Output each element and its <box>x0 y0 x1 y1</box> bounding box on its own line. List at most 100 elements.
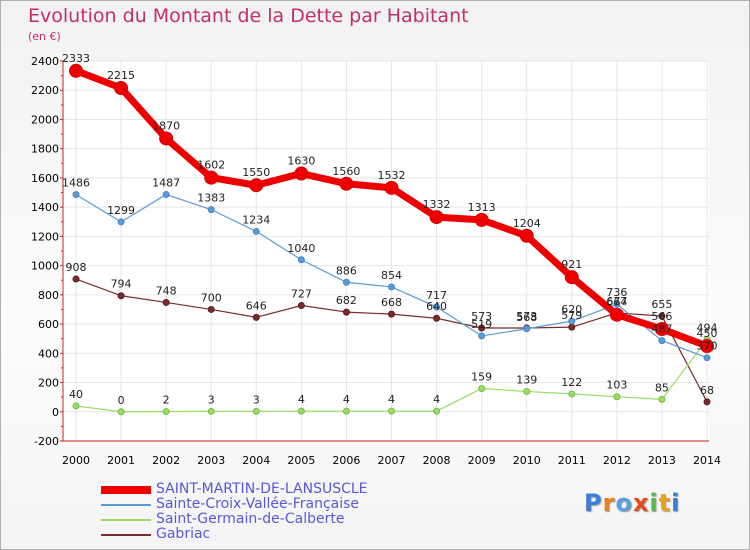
data-label: 0 <box>118 394 125 407</box>
x-tick-label: 2002 <box>152 454 180 467</box>
data-point <box>523 387 531 395</box>
data-point <box>339 176 354 191</box>
data-point <box>519 228 534 243</box>
y-tick-label: 800 <box>38 289 59 302</box>
data-label: 68 <box>700 384 714 397</box>
data-point <box>162 407 170 415</box>
data-point <box>159 131 174 146</box>
data-label: 886 <box>336 264 357 277</box>
data-label: 748 <box>156 284 177 297</box>
data-point <box>297 407 305 415</box>
data-point <box>252 407 260 415</box>
data-point <box>297 256 305 264</box>
legend-label: Saint-Germain-de-Calberte <box>156 511 345 527</box>
data-label: 519 <box>471 318 492 331</box>
data-point <box>72 275 80 283</box>
data-label: 40 <box>69 388 83 401</box>
chart-title: Evolution du Montant de la Dette par Hab… <box>28 5 469 27</box>
data-label: 2333 <box>62 52 90 65</box>
data-point <box>433 314 441 322</box>
data-point <box>207 305 215 313</box>
data-label: 677 <box>606 295 627 308</box>
data-point <box>568 317 576 325</box>
data-label: 573 <box>516 310 537 323</box>
data-point <box>384 180 399 195</box>
data-label: 566 <box>651 310 672 323</box>
data-point <box>654 322 669 337</box>
y-tick-label: -200 <box>34 435 59 448</box>
data-point <box>474 212 489 227</box>
data-label: 1313 <box>468 201 496 214</box>
data-point <box>433 407 441 415</box>
data-point <box>564 270 579 285</box>
data-label: 487 <box>651 323 672 336</box>
legend-swatch <box>101 519 151 521</box>
data-point <box>252 227 260 235</box>
data-label: 450 <box>697 327 718 340</box>
data-label: 1630 <box>287 155 315 168</box>
data-point <box>252 313 260 321</box>
data-point <box>249 178 264 193</box>
x-tick-label: 2012 <box>603 454 631 467</box>
data-point <box>658 337 666 345</box>
y-tick-label: 400 <box>38 347 59 360</box>
x-tick-label: 2010 <box>513 454 541 467</box>
data-point <box>478 332 486 340</box>
proxiti-logo: Proxiti <box>584 489 681 517</box>
data-label: 640 <box>426 300 447 313</box>
data-point <box>207 206 215 214</box>
data-point <box>609 307 624 322</box>
data-label: 1040 <box>287 242 315 255</box>
data-point <box>388 407 395 415</box>
legend-swatch <box>101 486 151 494</box>
data-label: 1332 <box>423 198 451 211</box>
data-label: 3 <box>208 393 215 406</box>
x-tick-label: 2003 <box>197 454 225 467</box>
data-label: 921 <box>561 258 582 271</box>
data-point <box>523 325 531 333</box>
data-label: 85 <box>655 381 669 394</box>
data-point <box>613 393 621 401</box>
data-point <box>388 283 395 291</box>
chart-unit: (en €) <box>28 30 61 43</box>
y-tick-label: 2400 <box>31 55 59 68</box>
data-label: 103 <box>606 379 627 392</box>
data-point <box>429 210 444 225</box>
legend-item: Saint-Germain-de-Calberte <box>101 512 401 527</box>
data-point <box>117 218 125 226</box>
data-point <box>613 300 621 308</box>
x-tick-label: 2004 <box>242 454 270 467</box>
data-label: 1487 <box>152 176 180 189</box>
data-label: 2 <box>163 393 170 406</box>
data-label: 2215 <box>107 69 135 82</box>
data-label: 573 <box>471 310 492 323</box>
data-label: 727 <box>291 288 312 301</box>
data-point <box>342 278 350 286</box>
data-point <box>658 395 666 403</box>
data-point <box>162 190 170 198</box>
data-label: 908 <box>66 261 87 274</box>
legend-label: Sainte-Croix-Vallée-Française <box>156 496 360 512</box>
data-label: 700 <box>201 291 222 304</box>
data-point <box>478 385 486 393</box>
data-label: 122 <box>561 376 582 389</box>
x-tick-label: 2008 <box>423 454 451 467</box>
data-label: 717 <box>426 289 447 302</box>
y-tick-label: 1200 <box>31 230 59 243</box>
data-point <box>388 310 395 318</box>
data-label: 1550 <box>242 166 270 179</box>
data-label: 664 <box>606 296 627 309</box>
data-label: 494 <box>697 322 718 335</box>
y-tick-label: 1800 <box>31 143 59 156</box>
x-tick-label: 2014 <box>693 454 721 467</box>
x-tick-label: 2007 <box>378 454 406 467</box>
x-tick-label: 2005 <box>287 454 315 467</box>
x-tick-label: 2006 <box>332 454 360 467</box>
legend-item: Gabriac <box>101 527 401 542</box>
x-tick-label: 2001 <box>107 454 135 467</box>
data-point <box>69 63 83 78</box>
data-label: 1560 <box>332 165 360 178</box>
data-label: 159 <box>471 371 492 384</box>
data-point <box>204 170 219 185</box>
